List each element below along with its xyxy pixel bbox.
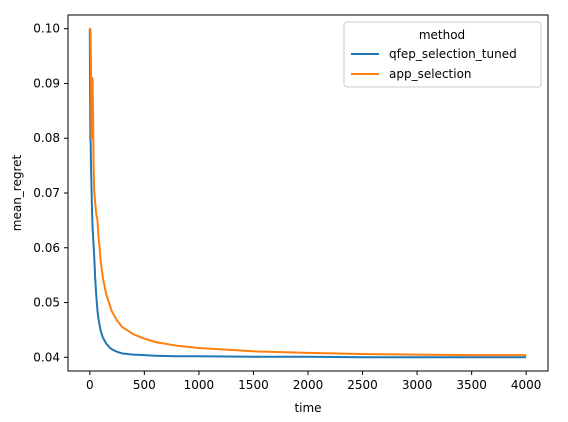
y-tick-label: 0.08 — [33, 131, 60, 145]
x-tick-label: 0 — [86, 378, 94, 392]
x-axis-label: time — [294, 401, 321, 415]
x-tick-label: 3000 — [402, 378, 433, 392]
y-tick-label: 0.09 — [33, 76, 60, 90]
x-tick-label: 4000 — [511, 378, 542, 392]
x-tick-label: 2500 — [347, 378, 378, 392]
y-tick-label: 0.06 — [33, 241, 60, 255]
x-tick-label: 500 — [133, 378, 156, 392]
x-tick-label: 1000 — [184, 378, 215, 392]
series-line-app-selection — [89, 27, 527, 357]
series-layer — [88, 27, 527, 359]
legend-label-qfep-selection-tuned: qfep_selection_tuned — [389, 47, 517, 61]
y-tick-label: 0.05 — [33, 296, 60, 310]
y-tick-label: 0.07 — [33, 186, 60, 200]
y-tick-label: 0.04 — [33, 350, 60, 364]
y-axis-label: mean_regret — [10, 154, 24, 231]
y-tick-label: 0.10 — [33, 22, 60, 36]
x-tick-label: 2000 — [293, 378, 324, 392]
x-tick-label: 1500 — [238, 378, 269, 392]
series-line-qfep-selection-tuned — [88, 28, 527, 359]
legend-label-app-selection: app_selection — [389, 67, 472, 81]
legend-box — [343, 21, 542, 88]
legend: method qfep_selection_tuned app_selectio… — [343, 21, 542, 88]
y-axis-ticks: 0.04 0.05 0.06 0.07 0.08 0.09 0.10 — [33, 22, 68, 364]
legend-title: method — [419, 28, 465, 42]
x-axis-ticks: 0 500 1000 1500 2000 2500 3000 3500 4000 — [86, 371, 541, 392]
x-tick-label: 3500 — [456, 378, 487, 392]
